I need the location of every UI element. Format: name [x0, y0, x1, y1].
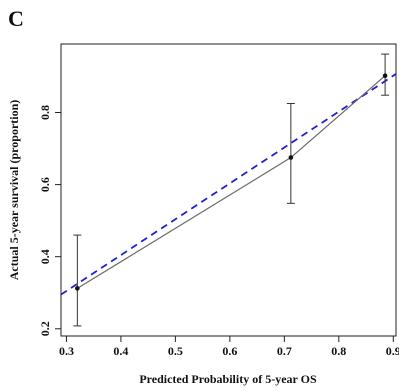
y-tick-label: 0.2	[38, 321, 52, 336]
y-axis: 0.2 0.4 0.6 0.8	[38, 105, 61, 336]
x-tick-label: 0.4	[113, 344, 128, 358]
x-tick-label: 0.9	[386, 344, 399, 358]
x-tick-label: 0.6	[222, 344, 237, 358]
panel-letter: C	[8, 6, 24, 31]
data-point	[288, 155, 294, 160]
x-tick-label: 0.8	[331, 344, 346, 358]
reference-line	[61, 73, 396, 296]
plot-layer	[61, 53, 396, 327]
x-tick-label: 0.3	[59, 344, 74, 358]
x-tick-label: 0.5	[168, 344, 183, 358]
plot-frame	[60, 43, 397, 337]
x-tick-label: 0.7	[277, 344, 292, 358]
data-point	[382, 73, 388, 79]
y-tick-label: 0.8	[38, 105, 52, 120]
x-axis-title: Predicted Probability of 5-year OS	[139, 372, 317, 386]
data-point	[75, 286, 80, 291]
y-tick-label: 0.4	[38, 249, 52, 264]
x-axis: 0.3 0.4 0.5 0.6 0.7 0.8 0.9	[59, 336, 399, 358]
y-tick-label: 0.6	[38, 177, 52, 192]
y-axis-title: Actual 5-year survival (proportion)	[7, 100, 21, 281]
